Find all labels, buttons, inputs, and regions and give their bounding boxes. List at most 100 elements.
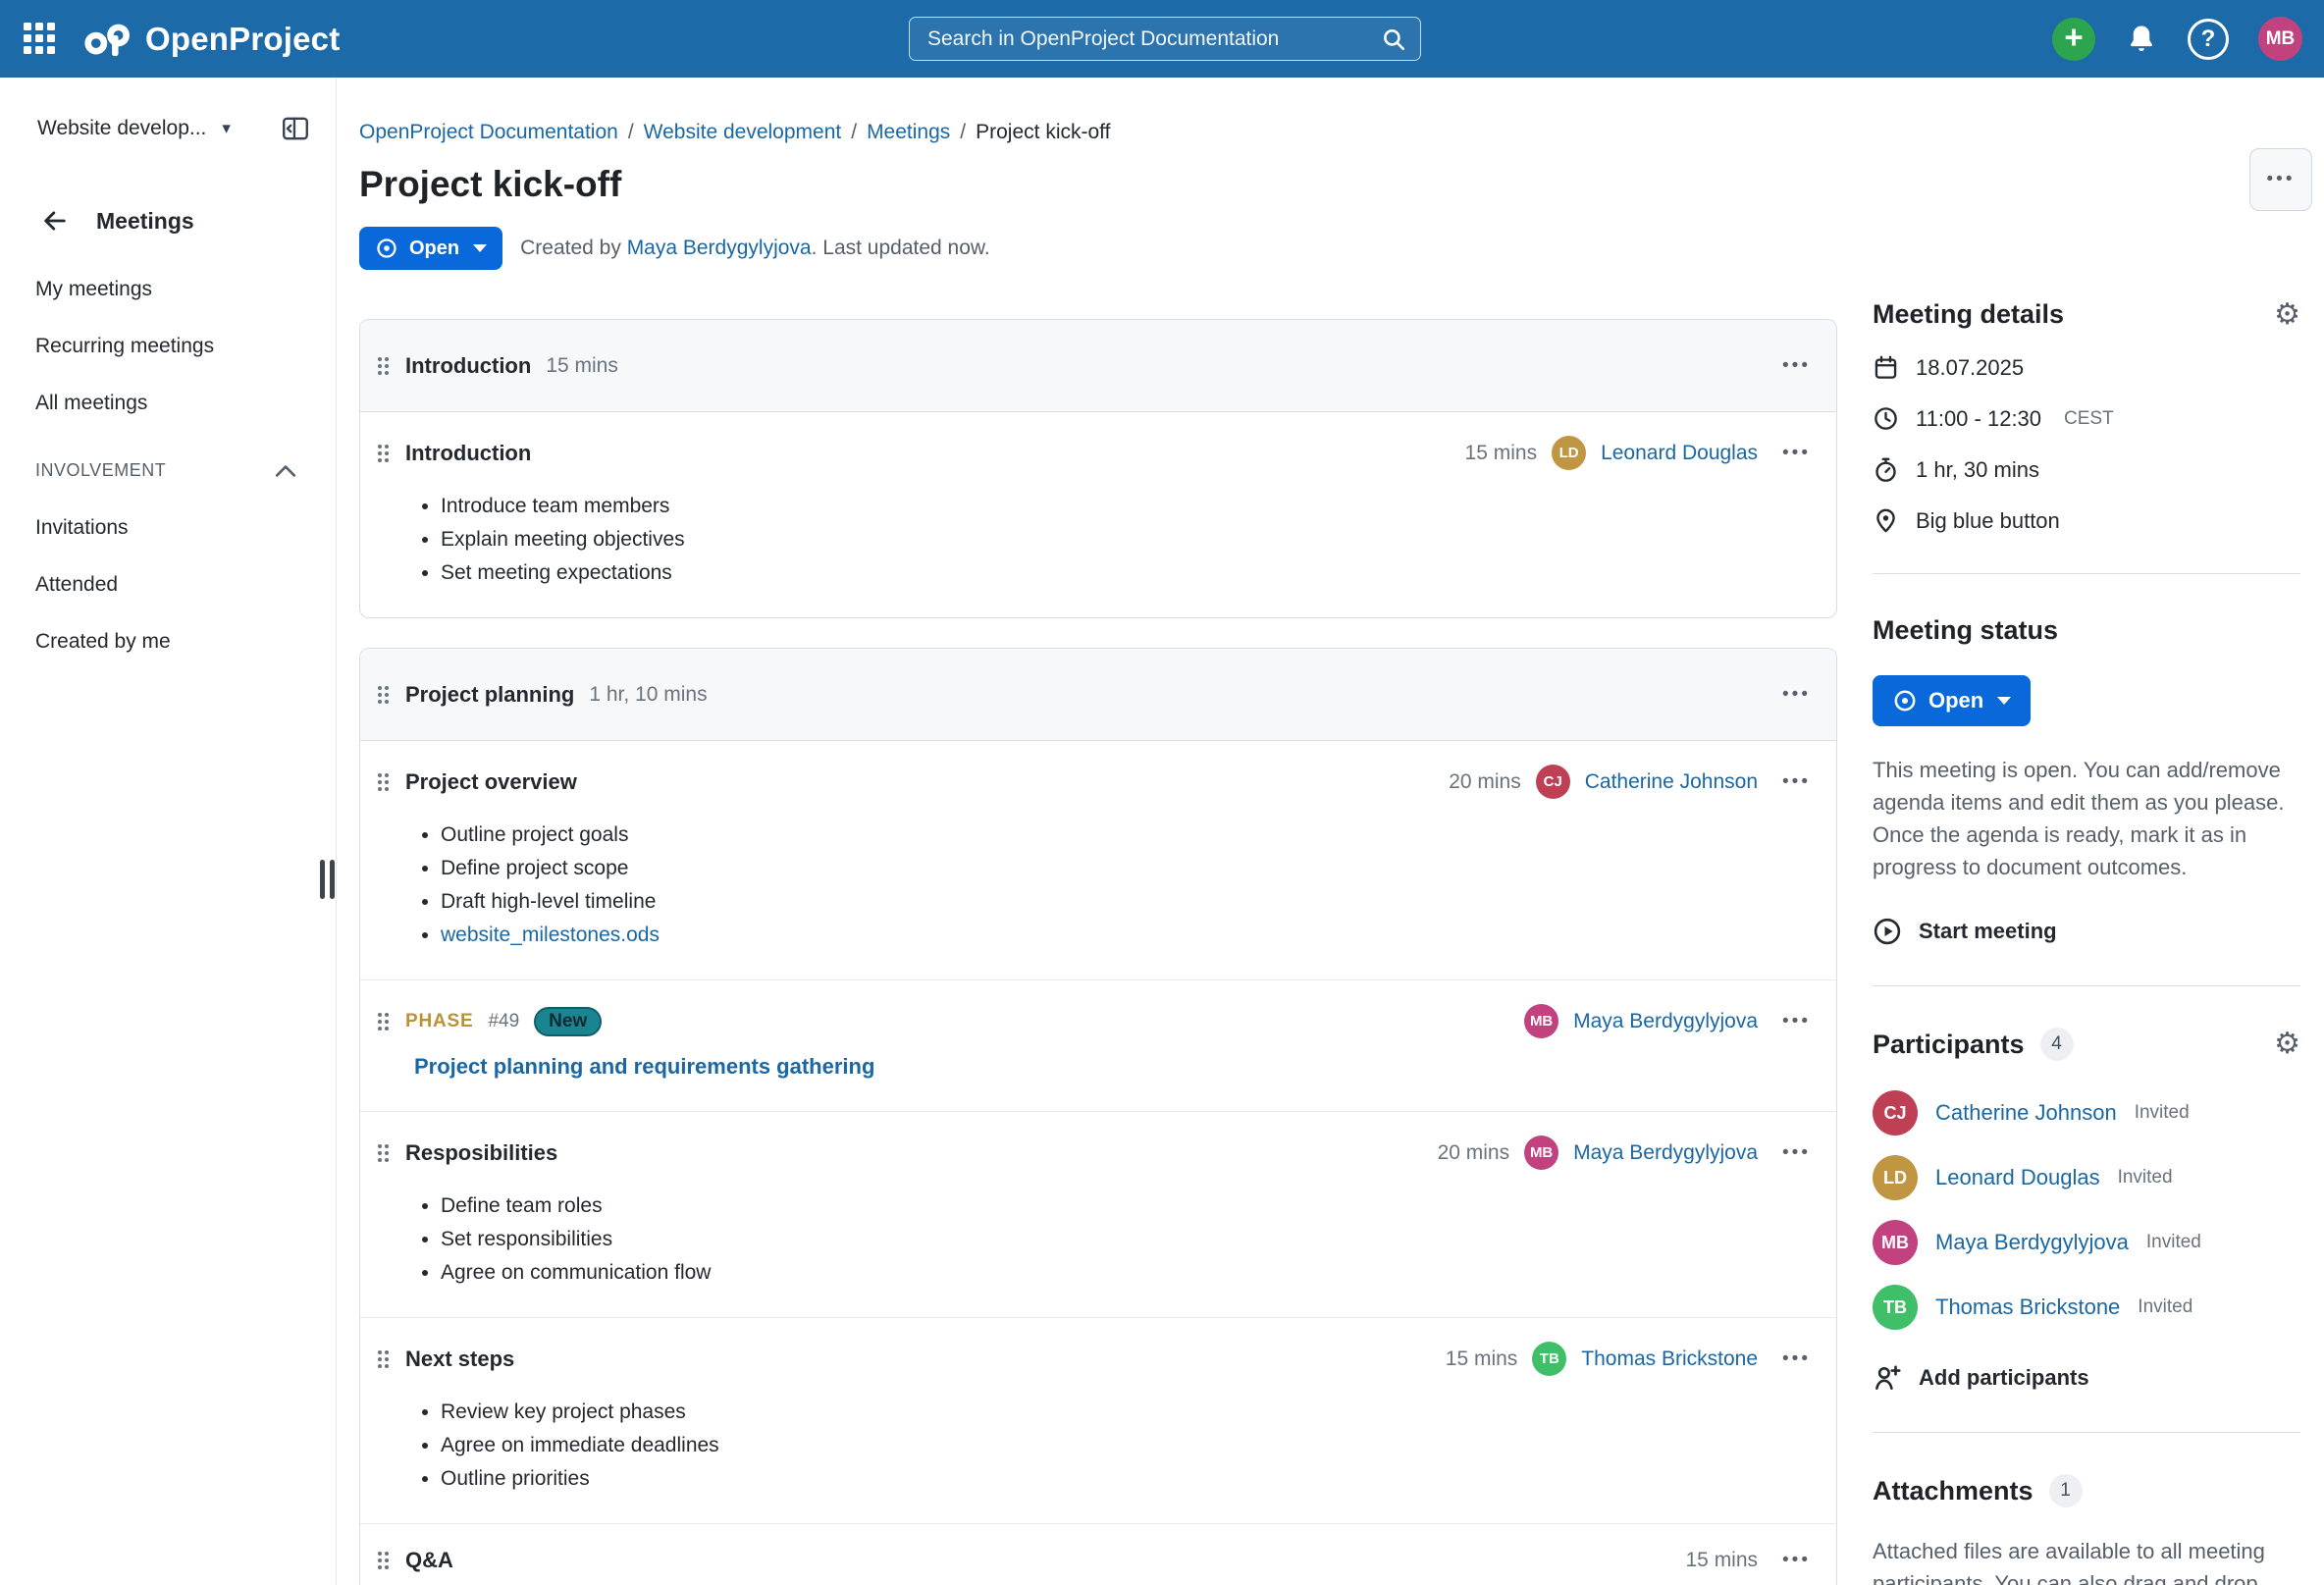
note-bullet: Set meeting expectations bbox=[441, 556, 1811, 590]
status-open-icon bbox=[1894, 690, 1916, 712]
drag-handle-icon[interactable] bbox=[376, 683, 391, 707]
chevron-up-icon bbox=[275, 464, 296, 477]
assignee-link[interactable]: Thomas Brickstone bbox=[1581, 1347, 1759, 1370]
participant-link[interactable]: Catherine Johnson bbox=[1935, 1100, 2117, 1125]
meeting-status-title: Meeting status bbox=[1873, 615, 2059, 645]
attachments-count-badge: 1 bbox=[2048, 1474, 2083, 1507]
item-more-button[interactable]: ••• bbox=[1782, 1550, 1811, 1570]
agenda-item-title: Project overview bbox=[405, 768, 577, 794]
breadcrumb-link-meetings[interactable]: Meetings bbox=[867, 121, 951, 143]
meeting-status-open-button[interactable]: Open bbox=[1873, 675, 2032, 726]
note-bullet: Define project scope bbox=[441, 852, 1811, 885]
agenda-section-header: Introduction 15 mins ••• bbox=[360, 320, 1836, 412]
drag-handle-icon[interactable] bbox=[376, 1549, 391, 1572]
global-search[interactable] bbox=[909, 17, 1421, 61]
participants-gear-icon[interactable]: ⚙ bbox=[2274, 1028, 2300, 1060]
drag-handle-icon[interactable] bbox=[376, 354, 391, 378]
agenda-item-title: Resposibilities bbox=[405, 1139, 558, 1165]
person-plus-icon bbox=[1875, 1365, 1901, 1390]
start-meeting-button[interactable]: Start meeting bbox=[1873, 917, 2300, 946]
sidebar-item-recurring-meetings[interactable]: Recurring meetings bbox=[35, 335, 215, 357]
note-bullet: Draft high-level timeline bbox=[441, 885, 1811, 919]
project-selector[interactable]: Website develop... bbox=[37, 117, 207, 139]
meeting-side-panel: ••• Meeting details ⚙ 18.07.2025 11:00 -… bbox=[1837, 78, 2324, 1585]
start-meeting-label: Start meeting bbox=[1919, 919, 2057, 943]
breadcrumb-link-documentation[interactable]: OpenProject Documentation bbox=[359, 121, 618, 143]
notifications-bell-icon[interactable] bbox=[2125, 23, 2158, 56]
sidebar-item-my-meetings[interactable]: My meetings bbox=[35, 278, 153, 300]
user-avatar[interactable]: MB bbox=[2258, 17, 2302, 61]
page-title: Project kick-off bbox=[359, 164, 622, 204]
item-more-button[interactable]: ••• bbox=[1782, 1010, 1811, 1031]
assignee-link[interactable]: Maya Berdygylyjova bbox=[1573, 1140, 1759, 1164]
section-title: Introduction bbox=[405, 352, 532, 378]
agenda-item-resposibilities: Resposibilities 20 mins MB Maya Berdygyl… bbox=[360, 1111, 1836, 1317]
item-notes: Define team roles Set responsibilities A… bbox=[441, 1189, 1811, 1290]
participants-count-badge: 4 bbox=[2039, 1028, 2074, 1061]
project-caret-down-icon[interactable]: ▾ bbox=[222, 119, 231, 137]
app-grid-icon[interactable] bbox=[24, 22, 57, 56]
item-more-button[interactable]: ••• bbox=[1782, 770, 1811, 792]
openproject-logo[interactable]: OpenProject bbox=[82, 21, 340, 58]
help-icon[interactable]: ? bbox=[2188, 18, 2229, 60]
section-more-button[interactable]: ••• bbox=[1782, 354, 1811, 376]
search-input[interactable] bbox=[927, 26, 1381, 51]
page-more-button[interactable]: ••• bbox=[2249, 148, 2312, 211]
involvement-section-toggle[interactable]: INVOLVEMENT bbox=[0, 460, 336, 481]
divider bbox=[1873, 573, 2300, 574]
assignee-link[interactable]: Maya Berdygylyjova bbox=[1573, 1009, 1759, 1032]
drag-handle-icon[interactable] bbox=[376, 1010, 391, 1033]
drag-handle-icon[interactable] bbox=[376, 442, 391, 465]
quick-add-button[interactable]: + bbox=[2052, 17, 2095, 61]
participant-link[interactable]: Leonard Douglas bbox=[1935, 1165, 2100, 1189]
drag-handle-icon[interactable] bbox=[376, 770, 391, 794]
sidebar-item-created-by-me[interactable]: Created by me bbox=[35, 630, 171, 653]
clock-icon bbox=[1875, 407, 1897, 430]
details-gear-icon[interactable]: ⚙ bbox=[2274, 297, 2300, 331]
attachment-link[interactable]: website_milestones.ods bbox=[441, 924, 660, 946]
participant-link[interactable]: Thomas Brickstone bbox=[1935, 1294, 2121, 1319]
status-open-button[interactable]: Open bbox=[359, 227, 503, 270]
search-icon[interactable] bbox=[1381, 26, 1406, 52]
section-more-button[interactable]: ••• bbox=[1782, 683, 1811, 705]
involvement-label: INVOLVEMENT bbox=[35, 460, 167, 480]
author-link[interactable]: Maya Berdygylyjova bbox=[626, 237, 812, 259]
item-more-button[interactable]: ••• bbox=[1782, 1141, 1811, 1163]
agenda-section-introduction: Introduction 15 mins ••• Introduction 15… bbox=[359, 319, 1837, 618]
meeting-date: 18.07.2025 bbox=[1916, 354, 2025, 380]
status-open-icon bbox=[377, 238, 396, 258]
attachments-description: Attached files are available to all meet… bbox=[1873, 1539, 2265, 1585]
meeting-details-title: Meeting details bbox=[1873, 299, 2065, 329]
back-arrow-icon[interactable] bbox=[41, 207, 69, 235]
participant-link[interactable]: Maya Berdygylyjova bbox=[1935, 1230, 2129, 1254]
workpackage-title-link[interactable]: Project planning and requirements gather… bbox=[414, 1054, 875, 1079]
stopwatch-icon bbox=[1875, 457, 1896, 482]
item-duration: 15 mins bbox=[1445, 1347, 1518, 1370]
play-circle-icon bbox=[1874, 918, 1901, 945]
sidebar-item-all-meetings[interactable]: All meetings bbox=[35, 392, 148, 414]
created-line: Created by Maya Berdygylyjova. Last upda… bbox=[520, 237, 990, 260]
assignee-link[interactable]: Catherine Johnson bbox=[1584, 769, 1759, 793]
assignee-link[interactable]: Leonard Douglas bbox=[1601, 441, 1759, 464]
calendar-icon bbox=[1875, 355, 1897, 379]
sidebar-resize-handle[interactable] bbox=[320, 860, 335, 899]
assignee-avatar: MB bbox=[1524, 1136, 1559, 1170]
participant-status: Invited bbox=[2134, 1102, 2190, 1123]
participant-status: Invited bbox=[2117, 1167, 2173, 1188]
collapse-sidebar-button[interactable] bbox=[281, 114, 310, 143]
assignee-avatar: LD bbox=[1552, 436, 1587, 470]
section-duration: 15 mins bbox=[546, 353, 618, 377]
sidebar-item-invitations[interactable]: Invitations bbox=[35, 516, 129, 539]
item-more-button[interactable]: ••• bbox=[1782, 442, 1811, 463]
breadcrumb-link-project[interactable]: Website development bbox=[643, 121, 842, 143]
workpackage-status-badge[interactable]: New bbox=[534, 1006, 603, 1036]
drag-handle-icon[interactable] bbox=[376, 1347, 391, 1371]
participant-row: TB Thomas Brickstone Invited bbox=[1873, 1285, 2300, 1330]
item-more-button[interactable]: ••• bbox=[1782, 1347, 1811, 1369]
meeting-time-row: 11:00 - 12:30 CEST bbox=[1873, 405, 2300, 432]
drag-handle-icon[interactable] bbox=[376, 1141, 391, 1165]
meeting-location-row: Big blue button bbox=[1873, 507, 2300, 534]
add-participants-button[interactable]: Add participants bbox=[1873, 1363, 2300, 1393]
logo-text: OpenProject bbox=[145, 20, 341, 57]
sidebar-item-attended[interactable]: Attended bbox=[35, 573, 119, 596]
